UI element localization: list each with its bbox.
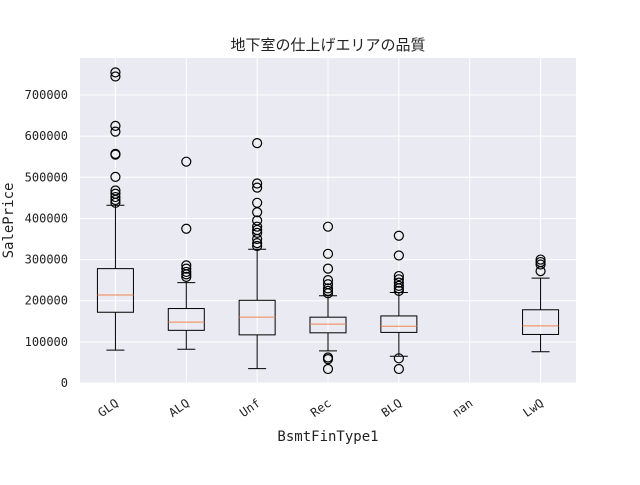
iqr-box xyxy=(380,315,418,333)
y-tick-label: 0 xyxy=(61,376,68,390)
flier-point xyxy=(252,238,263,249)
flier-point xyxy=(322,275,334,286)
flier-point xyxy=(393,230,404,241)
x-tick-label: Unf xyxy=(237,396,263,420)
y-tick-label: 300000 xyxy=(25,253,68,267)
iqr-box xyxy=(96,268,134,313)
flier-point xyxy=(181,266,192,278)
flier-point xyxy=(322,285,334,296)
flier-point xyxy=(393,274,404,285)
x-tick-label: ALQ xyxy=(166,396,192,420)
x-tick-labels: GLQ ALQ Unf Rec BLQ nan LwQ xyxy=(95,396,546,420)
flier-point xyxy=(252,227,263,238)
flier-point xyxy=(181,263,192,274)
y-tick-label: 400000 xyxy=(25,211,68,225)
flier-point xyxy=(322,248,334,259)
iqr-box xyxy=(167,308,205,331)
iqr-box xyxy=(522,309,560,335)
flier-point xyxy=(110,185,121,196)
x-tick-label: nan xyxy=(450,396,476,420)
flier-point xyxy=(535,259,546,270)
flier-point xyxy=(252,221,263,232)
y-tick-label: 200000 xyxy=(25,294,68,308)
iqr-box xyxy=(309,316,347,334)
flier-point xyxy=(393,277,404,288)
flier-point xyxy=(252,215,263,226)
flier-point xyxy=(535,254,546,265)
flier-point xyxy=(535,256,546,268)
box-unf xyxy=(238,138,276,370)
flier-point xyxy=(322,283,334,294)
box-blq xyxy=(380,230,418,375)
flier-point xyxy=(393,363,404,375)
chart-title: 地下室の仕上げエリアの品質 xyxy=(230,36,425,54)
flier-point xyxy=(181,223,192,234)
flier-point xyxy=(393,250,404,261)
flier-point xyxy=(181,271,192,282)
flier-point xyxy=(393,353,404,364)
flier-point xyxy=(252,197,263,208)
flier-point xyxy=(322,363,334,375)
box-rec xyxy=(309,221,347,375)
y-tick-label: 500000 xyxy=(25,170,68,184)
flier-point xyxy=(110,126,121,137)
y-tick-label: 100000 xyxy=(25,335,68,349)
flier-point xyxy=(181,156,192,167)
flier-point xyxy=(393,280,404,292)
flier-point xyxy=(252,182,263,193)
x-tick-label: GLQ xyxy=(95,396,121,420)
flier-point xyxy=(110,171,121,182)
box-alq xyxy=(167,156,205,350)
flier-point xyxy=(322,352,334,363)
boxes xyxy=(96,67,560,375)
flier-point xyxy=(110,71,121,82)
y-axis-label: SalePrice xyxy=(1,183,17,259)
flier-point xyxy=(322,221,334,232)
flier-point xyxy=(110,188,121,199)
flier-point xyxy=(252,178,263,189)
flier-point xyxy=(110,120,121,131)
box-lwq xyxy=(522,254,560,353)
flier-point xyxy=(110,67,121,78)
flier-point xyxy=(110,148,121,159)
y-tick-label: 600000 xyxy=(25,129,68,143)
flier-point xyxy=(393,285,404,296)
y-tick-labels: 0 100000 200000 300000 400000 500000 600000 700… xyxy=(25,88,68,390)
x-tick-label: Rec xyxy=(308,396,334,420)
x-tick-label: LwQ xyxy=(520,396,546,420)
flier-point xyxy=(110,191,121,203)
flier-point xyxy=(322,279,334,290)
y-tick-label: 700000 xyxy=(25,88,68,102)
x-tick-label: BLQ xyxy=(379,396,405,420)
box-glq xyxy=(96,67,134,351)
flier-point xyxy=(252,138,263,149)
flier-point xyxy=(252,240,263,252)
x-axis-label: BsmtFinType1 xyxy=(277,429,378,445)
flier-point xyxy=(322,263,334,274)
flier-point xyxy=(393,270,404,282)
flier-point xyxy=(181,260,192,271)
